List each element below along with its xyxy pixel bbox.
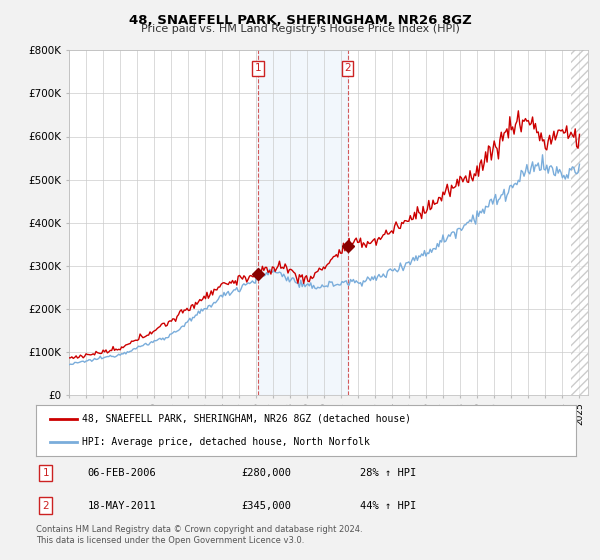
Text: 1: 1	[43, 468, 49, 478]
Text: £280,000: £280,000	[241, 468, 291, 478]
Bar	[571, 50, 588, 395]
Text: 2: 2	[344, 63, 351, 73]
Text: Contains HM Land Registry data © Crown copyright and database right 2024.
This d: Contains HM Land Registry data © Crown c…	[36, 525, 362, 545]
Text: 1: 1	[254, 63, 261, 73]
Text: £345,000: £345,000	[241, 501, 291, 511]
Text: Price paid vs. HM Land Registry's House Price Index (HPI): Price paid vs. HM Land Registry's House …	[140, 24, 460, 34]
Text: 48, SNAEFELL PARK, SHERINGHAM, NR26 8GZ: 48, SNAEFELL PARK, SHERINGHAM, NR26 8GZ	[128, 14, 472, 27]
Text: HPI: Average price, detached house, North Norfolk: HPI: Average price, detached house, Nort…	[82, 437, 370, 447]
Text: 44% ↑ HPI: 44% ↑ HPI	[360, 501, 416, 511]
Text: 18-MAY-2011: 18-MAY-2011	[88, 501, 156, 511]
Text: 06-FEB-2006: 06-FEB-2006	[88, 468, 156, 478]
Bar	[258, 50, 347, 395]
Text: 28% ↑ HPI: 28% ↑ HPI	[360, 468, 416, 478]
Text: 48, SNAEFELL PARK, SHERINGHAM, NR26 8GZ (detached house): 48, SNAEFELL PARK, SHERINGHAM, NR26 8GZ …	[82, 414, 411, 424]
Text: 2: 2	[43, 501, 49, 511]
